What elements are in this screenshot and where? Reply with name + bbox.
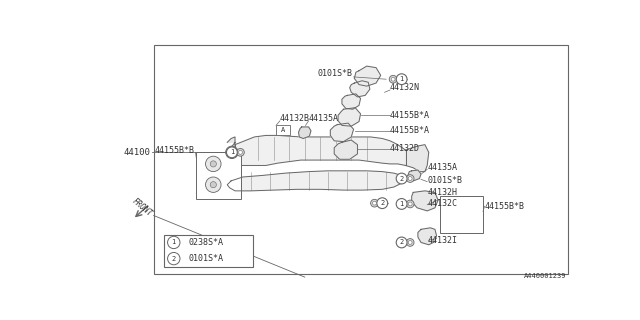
Polygon shape bbox=[334, 140, 358, 159]
Circle shape bbox=[406, 200, 414, 208]
Text: 44155B*B: 44155B*B bbox=[484, 202, 525, 211]
Text: 1: 1 bbox=[399, 76, 404, 82]
Text: FRONT: FRONT bbox=[131, 197, 154, 219]
Circle shape bbox=[372, 201, 376, 205]
Circle shape bbox=[210, 161, 216, 167]
Circle shape bbox=[227, 147, 237, 158]
Circle shape bbox=[239, 150, 243, 154]
Circle shape bbox=[226, 146, 238, 158]
Text: 1: 1 bbox=[230, 149, 234, 156]
Circle shape bbox=[408, 241, 412, 244]
Bar bbox=[196, 152, 241, 198]
Bar bbox=[154, 44, 568, 274]
Polygon shape bbox=[406, 145, 429, 172]
Circle shape bbox=[408, 202, 412, 206]
Text: 44132C: 44132C bbox=[428, 199, 457, 208]
Circle shape bbox=[396, 173, 407, 184]
Circle shape bbox=[237, 148, 244, 156]
Text: 44132B: 44132B bbox=[280, 114, 310, 123]
Text: 44155B*A: 44155B*A bbox=[390, 111, 430, 120]
Text: 0101S*B: 0101S*B bbox=[318, 68, 353, 77]
Polygon shape bbox=[342, 94, 360, 109]
Circle shape bbox=[371, 199, 378, 207]
Circle shape bbox=[377, 198, 388, 209]
Polygon shape bbox=[338, 108, 360, 126]
Bar bbox=[440, 196, 483, 233]
Text: 44100: 44100 bbox=[124, 148, 150, 157]
Text: 44155B*A: 44155B*A bbox=[390, 126, 430, 135]
Text: 44132H: 44132H bbox=[428, 188, 457, 197]
Polygon shape bbox=[355, 66, 381, 86]
Text: A440001239: A440001239 bbox=[524, 273, 566, 279]
Bar bbox=[164, 235, 253, 267]
Polygon shape bbox=[412, 191, 438, 211]
Circle shape bbox=[406, 175, 414, 182]
Text: 2: 2 bbox=[172, 256, 176, 262]
Text: 44132N: 44132N bbox=[390, 83, 420, 92]
Circle shape bbox=[210, 182, 216, 188]
Text: 44155B*B: 44155B*B bbox=[155, 146, 195, 155]
Circle shape bbox=[396, 237, 407, 248]
Polygon shape bbox=[349, 81, 370, 97]
Text: 0101S*B: 0101S*B bbox=[428, 176, 462, 185]
Circle shape bbox=[391, 77, 395, 81]
Polygon shape bbox=[418, 228, 436, 245]
Polygon shape bbox=[298, 127, 311, 139]
Text: 0101S*A: 0101S*A bbox=[189, 254, 223, 263]
Text: 1: 1 bbox=[399, 201, 404, 207]
Polygon shape bbox=[235, 135, 406, 165]
Circle shape bbox=[408, 177, 412, 180]
Circle shape bbox=[205, 156, 221, 172]
Circle shape bbox=[406, 239, 414, 246]
Text: 44132D: 44132D bbox=[390, 144, 420, 153]
Text: 0238S*A: 0238S*A bbox=[189, 238, 223, 247]
Circle shape bbox=[389, 75, 397, 83]
Polygon shape bbox=[220, 137, 235, 169]
Polygon shape bbox=[330, 123, 353, 141]
Polygon shape bbox=[408, 170, 421, 181]
Text: 1: 1 bbox=[172, 239, 176, 245]
Polygon shape bbox=[227, 171, 406, 191]
Text: 2: 2 bbox=[399, 176, 404, 181]
Circle shape bbox=[396, 198, 407, 209]
Text: 44135A: 44135A bbox=[308, 114, 339, 123]
Text: 2: 2 bbox=[399, 239, 404, 245]
Circle shape bbox=[168, 236, 180, 249]
Text: 44132I: 44132I bbox=[428, 236, 457, 245]
Bar bbox=[276, 124, 290, 135]
Text: 44135A: 44135A bbox=[428, 163, 457, 172]
Circle shape bbox=[229, 149, 235, 156]
Circle shape bbox=[205, 177, 221, 192]
Text: A: A bbox=[281, 127, 285, 133]
Circle shape bbox=[168, 252, 180, 265]
Circle shape bbox=[396, 74, 407, 84]
Text: 2: 2 bbox=[380, 200, 385, 206]
